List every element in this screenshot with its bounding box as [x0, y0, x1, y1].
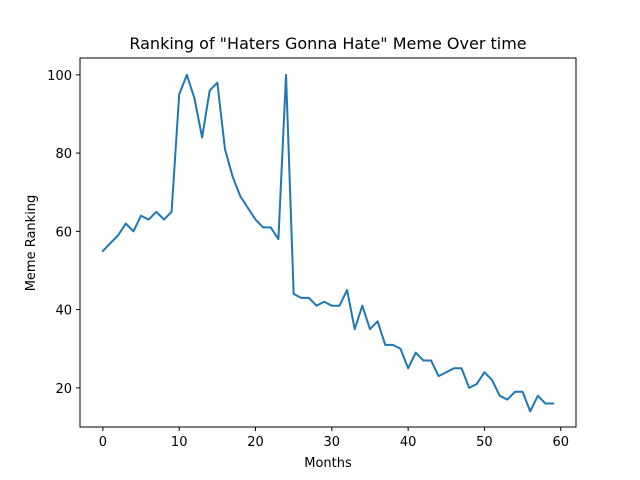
y-tick-label: 60: [55, 225, 72, 240]
x-tick-label: 40: [400, 435, 417, 450]
y-axis-label: Meme Ranking: [24, 195, 39, 292]
axes-frame: [79, 57, 577, 428]
y-tick-label: 80: [55, 147, 72, 162]
y-tick-label: 100: [47, 69, 72, 84]
chart-title: Ranking of "Haters Gonna Hate" Meme Over…: [129, 34, 526, 53]
x-tick-label: 20: [247, 435, 264, 450]
x-tick-label: 60: [552, 435, 569, 450]
plot-area: [101, 73, 555, 413]
y-tick-label: 40: [55, 304, 72, 319]
x-axis-label: Months: [304, 456, 352, 471]
y-tick-label: 20: [55, 382, 72, 397]
x-tick-label: 10: [171, 435, 188, 450]
series-line: [101, 73, 555, 413]
x-tick-label: 50: [476, 435, 493, 450]
x-tick-label: 0: [99, 435, 107, 450]
x-tick-label: 30: [324, 435, 341, 450]
axis-ticks: 0 10 20 30 40 50 60 20 40 60 80 100: [47, 69, 569, 450]
